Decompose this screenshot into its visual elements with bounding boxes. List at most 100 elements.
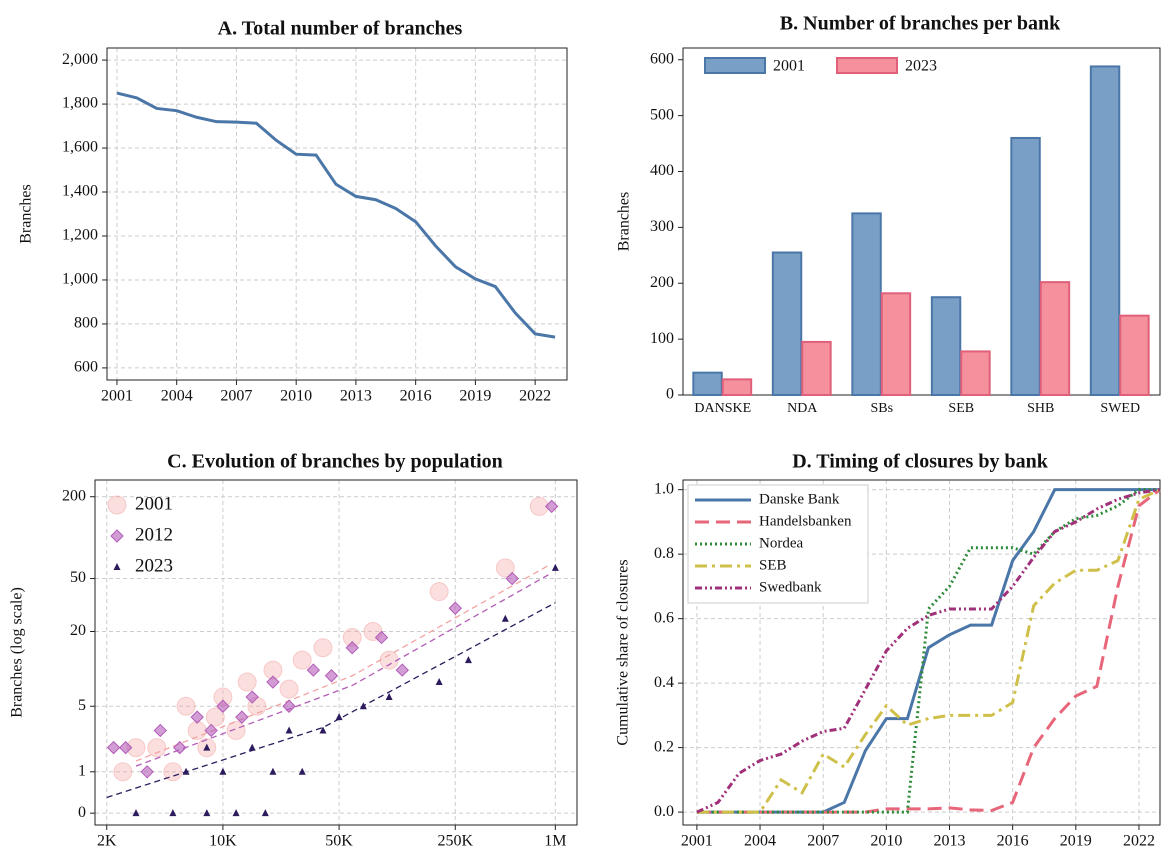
legend-marker <box>110 529 124 543</box>
x-tick-label: 2013 <box>340 388 372 405</box>
y-tick-label: 0 <box>78 804 86 821</box>
x-tick-label: SWED <box>1100 401 1140 416</box>
y-tick-label: 1,000 <box>62 271 98 288</box>
point <box>147 738 167 758</box>
y-axis-label: Cumulative share of closures <box>615 559 632 745</box>
series-line <box>696 488 1161 814</box>
bar <box>1010 136 1041 397</box>
x-tick-label: 2004 <box>744 833 776 848</box>
x-tick-label: 2013 <box>933 833 965 848</box>
point <box>266 675 280 689</box>
point <box>163 762 183 782</box>
x-tick-label: SBs <box>870 401 893 416</box>
legend-label: Danske Bank <box>759 491 840 507</box>
point <box>292 650 312 670</box>
point <box>505 571 519 586</box>
point <box>495 558 515 578</box>
point <box>324 669 339 683</box>
x-tick-label: 10K <box>209 833 237 848</box>
plot-frame <box>682 479 1161 826</box>
point <box>245 690 259 704</box>
trend-line <box>135 572 552 767</box>
point <box>261 809 269 817</box>
point <box>203 743 211 751</box>
bar <box>801 340 832 396</box>
y-tick-label: 200 <box>62 487 86 504</box>
point <box>235 710 249 724</box>
y-tick-label: 0.8 <box>654 545 674 562</box>
series-line <box>696 488 1160 814</box>
point <box>169 809 177 817</box>
legend-marker <box>107 495 127 515</box>
x-tick-label: DANSKE <box>694 401 751 416</box>
legend-label: 2023 <box>905 58 937 75</box>
point <box>113 762 133 782</box>
y-axis-label: Branches (log scale) <box>9 587 26 718</box>
point <box>248 743 256 751</box>
point <box>335 713 343 721</box>
y-tick-label: 600 <box>650 50 674 67</box>
plot-frame <box>94 479 578 826</box>
point <box>319 726 327 734</box>
chart-title: B. Number of branches per bank <box>780 13 1061 35</box>
bar <box>960 350 991 397</box>
point <box>282 699 296 713</box>
bar <box>692 371 723 397</box>
point <box>551 563 559 571</box>
plot-frame <box>682 47 1161 396</box>
legend-swatch <box>836 57 898 74</box>
series-line <box>696 488 1161 814</box>
x-tick-label: SEB <box>948 401 974 416</box>
bar <box>1119 314 1150 396</box>
x-tick-label: SHB <box>1027 401 1054 416</box>
point <box>190 710 204 724</box>
y-tick-label: 5 <box>78 697 86 714</box>
y-tick-label: 50 <box>70 569 86 586</box>
bar <box>1039 281 1071 397</box>
y-tick-label: 600 <box>74 359 98 376</box>
x-tick-label: 2022 <box>519 388 551 405</box>
point <box>176 696 196 716</box>
legend-label: SEB <box>759 557 787 573</box>
y-axis-label: Branches <box>18 184 35 244</box>
y-tick-label: 20 <box>70 622 86 639</box>
point <box>132 809 140 817</box>
y-tick-label: 1.0 <box>654 480 674 497</box>
legend-label: 2012 <box>135 524 173 545</box>
legend-box <box>687 484 869 604</box>
point <box>140 765 154 779</box>
point <box>345 641 359 655</box>
point <box>374 630 389 645</box>
chart-title: D. Timing of closures by bank <box>792 451 1049 473</box>
y-tick-label: 100 <box>650 330 674 347</box>
y-tick-label: 0.0 <box>654 803 674 820</box>
bar <box>851 212 882 396</box>
bar <box>771 251 803 396</box>
plot-frame <box>106 47 568 381</box>
y-tick-label: 1,400 <box>62 183 98 200</box>
bar <box>880 292 912 396</box>
x-tick-label: 2016 <box>997 833 1029 848</box>
x-tick-label: 2010 <box>280 388 312 405</box>
point <box>205 707 225 727</box>
y-tick-label: 200 <box>650 274 674 291</box>
chart-title: A. Total number of branches <box>218 18 463 40</box>
y-tick-label: 400 <box>650 162 674 179</box>
point <box>216 699 230 713</box>
y-tick-label: 0.6 <box>654 609 674 626</box>
x-tick-label: 50K <box>325 833 353 848</box>
point <box>313 638 333 658</box>
x-tick-label: 2007 <box>220 388 252 405</box>
x-tick-label: 2019 <box>1060 833 1092 848</box>
x-tick-label: 2016 <box>400 388 432 405</box>
y-tick-label: 300 <box>650 218 674 235</box>
trend-line <box>135 565 549 762</box>
series-line <box>116 91 556 339</box>
point <box>118 740 133 755</box>
point <box>269 767 277 775</box>
x-tick-label: 2007 <box>807 833 839 848</box>
bar <box>1089 65 1121 397</box>
y-tick-label: 500 <box>650 106 674 123</box>
legend-label: Nordea <box>759 535 803 551</box>
